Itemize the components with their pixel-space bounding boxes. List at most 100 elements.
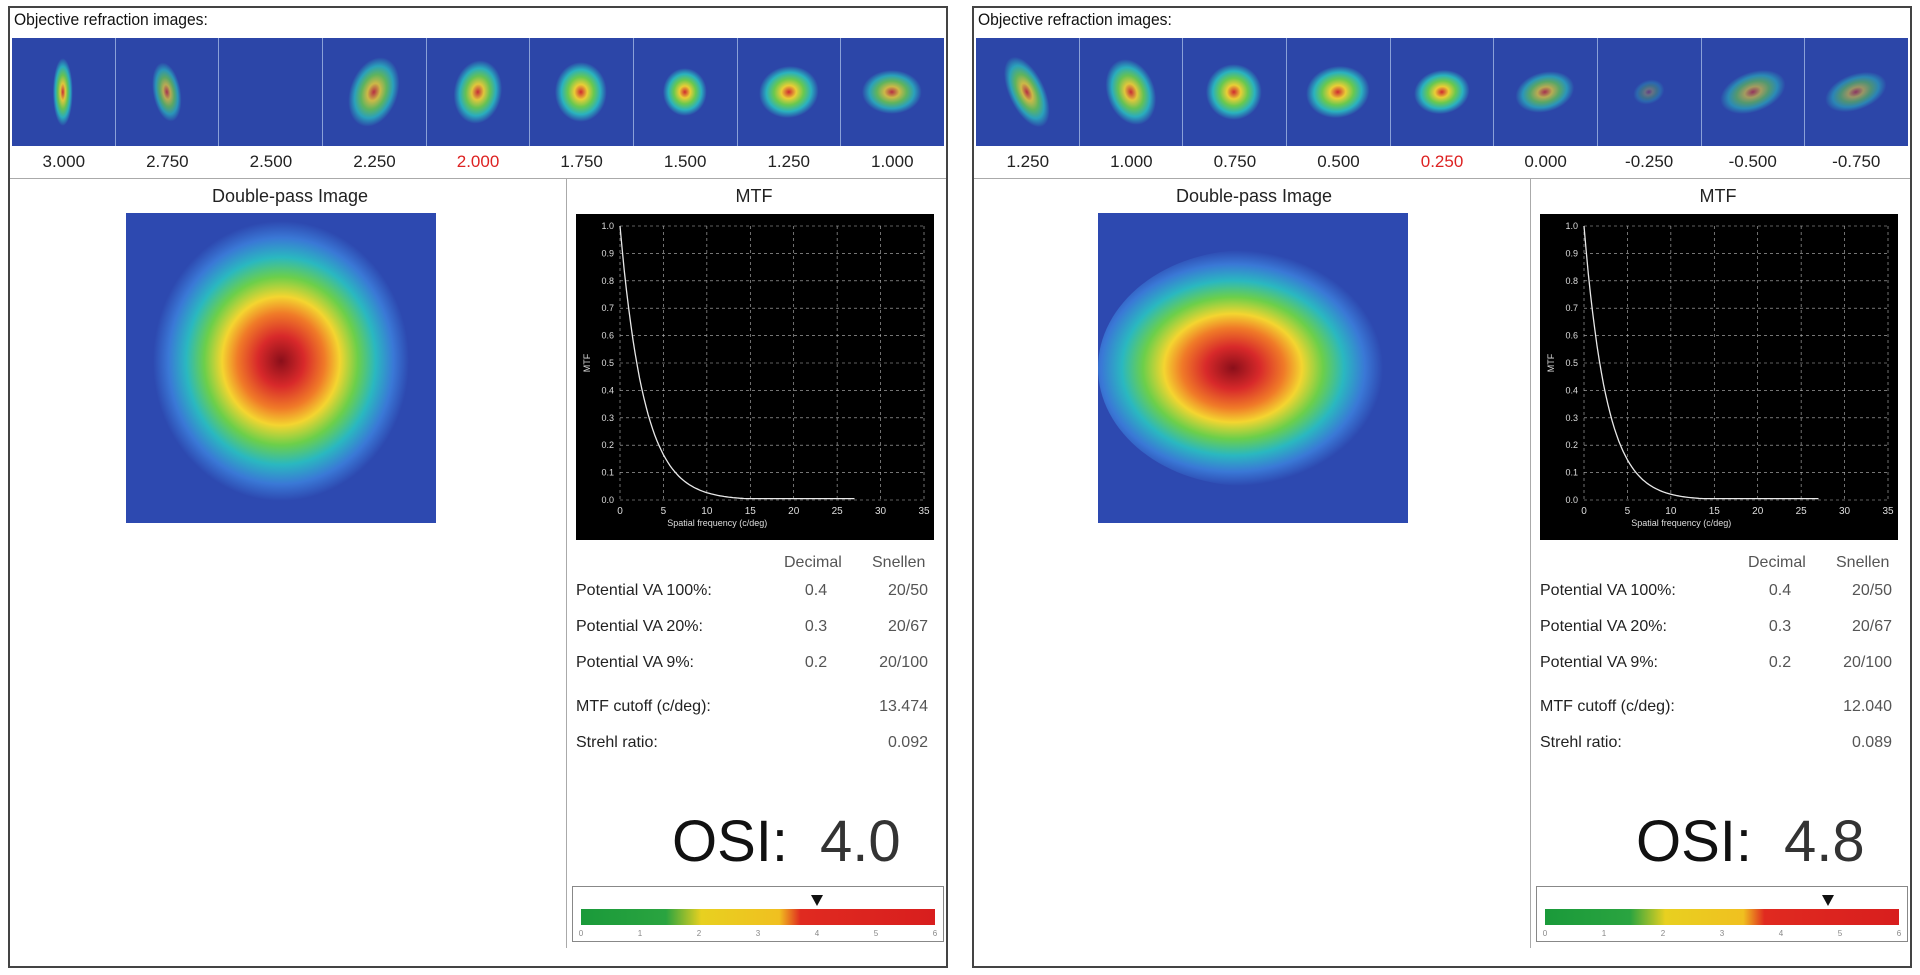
strehl-label: Strehl ratio: — [1540, 734, 1622, 751]
refraction-spot — [52, 58, 73, 126]
refraction-spot — [555, 62, 608, 122]
right-panel: Objective refraction images: 1.250 1.000 0… — [972, 6, 1912, 968]
refraction-thumbnail[interactable] — [426, 38, 531, 146]
strehl-row: Strehl ratio: 0.092 — [576, 728, 936, 758]
refraction-thumbnail[interactable] — [530, 38, 635, 146]
y-tick-label: 1.0 — [1565, 221, 1578, 231]
osi-value: 4.0 — [820, 809, 901, 874]
refraction-thumbnail[interactable] — [976, 38, 1080, 146]
divider — [566, 178, 567, 948]
refraction-thumbnail[interactable] — [634, 38, 738, 146]
double-pass-heatmap — [1098, 213, 1408, 523]
dioptre-label: 0.000 — [1524, 152, 1567, 171]
refraction-thumbnail[interactable] — [219, 38, 324, 146]
osi-tick-label: 3 — [755, 929, 761, 938]
refraction-spot — [1306, 65, 1370, 119]
va-snellen: 20/100 — [1843, 654, 1892, 671]
y-tick-label: 0.8 — [601, 276, 614, 286]
refraction-spot — [348, 57, 400, 127]
refraction-thumbnail[interactable] — [115, 38, 220, 146]
panel-title: Objective refraction images: — [14, 10, 208, 29]
y-tick-label: 0.3 — [601, 413, 614, 423]
dioptre-row: 1.250 1.000 0.750 0.500 0.250 0.000 -0.250 -0.5… — [976, 148, 1908, 176]
va-label: Potential VA 9%: — [576, 654, 694, 671]
refraction-thumbnail[interactable] — [1183, 38, 1288, 146]
refraction-thumbnail[interactable] — [12, 38, 116, 146]
double-pass-image — [1098, 213, 1408, 523]
osi-tick-label: 5 — [1837, 929, 1843, 938]
osi-color-bar — [581, 909, 935, 925]
osi-tick-label: 3 — [1719, 929, 1725, 938]
snellen-header: Snellen — [1836, 554, 1890, 571]
va-snellen: 20/50 — [887, 582, 928, 599]
y-axis-label: MTF — [1546, 353, 1556, 372]
va-row: Potential VA 20%: 0.3 20/67 — [576, 612, 936, 642]
refraction-thumbnail[interactable] — [323, 38, 427, 146]
va-snellen: 20/67 — [887, 618, 928, 635]
va-decimal: 0.2 — [804, 654, 828, 671]
snellen-header: Snellen — [872, 554, 926, 571]
va-label: Potential VA 100%: — [1540, 582, 1676, 599]
dioptre-label: 1.000 — [871, 152, 914, 171]
mtf-curve — [619, 225, 855, 500]
double-pass-image — [126, 213, 436, 523]
strehl-value: 0.092 — [887, 734, 928, 751]
osi-tick-label: 2 — [1660, 929, 1666, 938]
va-snellen: 20/67 — [1851, 618, 1892, 635]
mtf-curve — [1583, 225, 1819, 500]
osi-value: 4.8 — [1784, 809, 1865, 874]
y-tick-label: 0.8 — [1565, 276, 1578, 286]
y-tick-label: 0.2 — [1565, 440, 1578, 450]
y-axis-label: MTF — [582, 353, 592, 372]
refraction-thumbnail[interactable] — [1494, 38, 1599, 146]
osi-tick-label: 6 — [932, 929, 938, 938]
refraction-thumbnail[interactable] — [1079, 38, 1184, 146]
refraction-spot — [219, 38, 322, 146]
y-tick-label: 0.1 — [601, 468, 614, 478]
mtf-cutoff-row: MTF cutoff (c/deg): 13.474 — [576, 692, 936, 722]
va-row: Potential VA 9%: 0.2 20/100 — [576, 648, 936, 678]
x-tick-label: 0 — [617, 506, 623, 517]
refraction-thumbnail[interactable] — [1701, 38, 1806, 146]
refraction-thumbnail[interactable] — [737, 38, 842, 146]
refraction-thumbnail[interactable] — [841, 38, 945, 146]
refraction-thumbnail[interactable] — [1287, 38, 1391, 146]
dioptre-label: 3.000 — [42, 152, 86, 171]
refraction-thumbnail[interactable] — [1805, 38, 1909, 146]
divider — [974, 178, 1910, 179]
y-tick-label: 0.5 — [1565, 358, 1578, 368]
y-tick-label: 0.0 — [601, 495, 614, 505]
refraction-thumbnail[interactable] — [1598, 38, 1702, 146]
mtf-cutoff-row: MTF cutoff (c/deg): 12.040 — [1540, 692, 1900, 722]
mtf-cutoff-label: MTF cutoff (c/deg): — [1540, 698, 1675, 715]
osi-color-bar — [1545, 909, 1899, 925]
x-tick-label: 30 — [875, 506, 887, 517]
refraction-strip — [12, 38, 945, 146]
refraction-spot — [1515, 71, 1575, 113]
dioptre-label: -0.500 — [1728, 152, 1777, 171]
x-tick-label: 20 — [1752, 506, 1764, 517]
osi-scale-ticks: 0 1 2 3 4 5 6 — [579, 929, 938, 941]
dioptre-label: 2.250 — [353, 152, 396, 171]
va-row: Potential VA 100%: 0.4 20/50 — [576, 576, 936, 606]
mtf-chart: 1.0 0.9 0.8 0.7 0.6 0.5 0.4 0.3 0.2 0.1 0.0 0 5 10 15 2… — [1540, 214, 1898, 540]
mtf-cutoff-value: 12.040 — [1843, 698, 1892, 715]
refraction-spot — [1105, 59, 1156, 125]
strehl-row: Strehl ratio: 0.089 — [1540, 728, 1900, 758]
va-decimal: 0.4 — [1768, 582, 1792, 599]
dioptre-label: 1.000 — [1110, 152, 1153, 171]
osi-marker — [1822, 895, 1835, 906]
dioptre-label: 2.500 — [249, 152, 293, 171]
dioptre-label: -0.250 — [1625, 152, 1674, 171]
double-pass-title: Double-pass Image — [1175, 186, 1333, 206]
va-row: Potential VA 100%: 0.4 20/50 — [1540, 576, 1900, 606]
strehl-value: 0.089 — [1851, 734, 1892, 751]
osi-tick-label: 2 — [696, 929, 702, 938]
va-decimal: 0.3 — [804, 618, 828, 635]
refraction-strip — [976, 38, 1909, 146]
refraction-thumbnail[interactable] — [1390, 38, 1495, 146]
va-label: Potential VA 20%: — [576, 618, 703, 635]
y-tick-label: 1.0 — [601, 221, 614, 231]
refraction-spot — [151, 62, 182, 122]
x-tick-label: 10 — [701, 506, 713, 517]
